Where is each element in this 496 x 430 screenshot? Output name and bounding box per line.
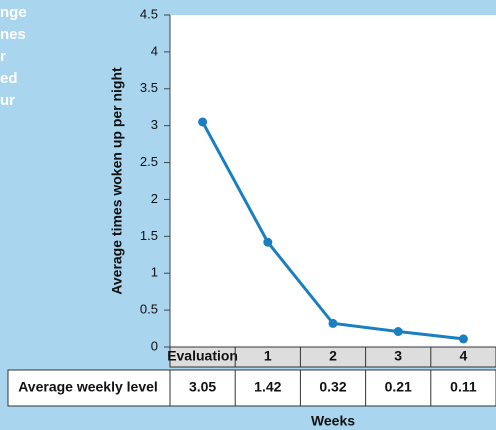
y-tick-label: 0.5	[140, 302, 158, 317]
y-axis-label: Average times woken up per night	[109, 67, 125, 295]
y-tick-label: 4.5	[140, 6, 158, 21]
table-value: 0.32	[319, 379, 346, 395]
y-tick-label: 3.5	[140, 80, 158, 95]
x-tick-label: 1	[264, 348, 272, 364]
table-row	[7, 369, 496, 407]
point	[198, 117, 208, 127]
side-text: r	[0, 48, 6, 65]
y-tick-label: 2.5	[140, 154, 158, 169]
point	[328, 318, 338, 328]
x-tick-label: 3	[394, 348, 402, 364]
y-tick-label: 1.5	[140, 228, 158, 243]
side-text: ur	[0, 92, 15, 109]
table-value: 0.11	[450, 379, 477, 395]
side-text: nge	[0, 4, 27, 21]
table-value: 1.42	[254, 379, 281, 395]
x-tick-label: 4	[460, 348, 468, 364]
y-tick-label: 0	[151, 338, 158, 353]
point	[458, 334, 468, 344]
x-tick-label: 2	[329, 348, 337, 364]
table-value: 0.21	[385, 379, 412, 395]
point	[393, 327, 403, 337]
row-label: Average weekly level	[18, 379, 158, 395]
point	[263, 237, 273, 247]
side-text: ed	[0, 70, 18, 87]
y-tick-label: 2	[151, 191, 158, 206]
y-tick-label: 4	[151, 43, 158, 58]
y-tick-label: 3	[151, 117, 158, 132]
x-tick-label: Evaluation	[167, 348, 238, 364]
plot-area	[170, 15, 496, 347]
y-tick-label: 1	[151, 265, 158, 280]
x-axis-label: Weeks	[311, 413, 355, 429]
table-value: 3.05	[189, 379, 216, 395]
category-header	[169, 346, 496, 368]
side-text: nes	[0, 26, 26, 43]
